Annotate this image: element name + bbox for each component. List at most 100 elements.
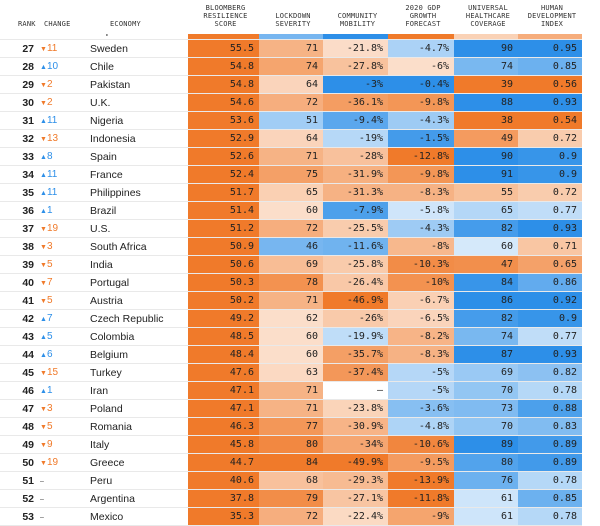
rank-cell: 38 (0, 237, 40, 256)
change-value: 11 (46, 187, 58, 198)
lockdown-cell: 84 (259, 453, 323, 472)
header-rank: RANK (18, 20, 36, 28)
table-row: 50 ▼19 Greece 44.7 84 -49.9% -9.5% 80 0.89 (0, 453, 582, 472)
hdi-cell: 0.88 (518, 399, 582, 418)
change-cell: – (40, 507, 82, 526)
healthcare-cell: 91 (454, 165, 518, 184)
healthcare-cell: 90 (454, 39, 518, 58)
table-header: RANK CHANGE ECONOMY BLOOMBERG RESILIENCE… (0, 0, 600, 34)
healthcare-cell: 74 (454, 327, 518, 346)
change-value: 11 (46, 115, 58, 126)
economy-cell: Pakistan (82, 75, 188, 94)
change-cell: ▼9 (40, 435, 82, 454)
header-hdi: HUMAN DEVELOPMENT INDEX (527, 4, 577, 28)
gdp-cell: -4.7% (388, 39, 454, 58)
healthcare-cell: 76 (454, 471, 518, 490)
table-row: 42 ▲7 Czech Republic 49.2 62 -26% -6.5% 82 0.9 (0, 309, 582, 328)
score-cell: 47.1 (188, 381, 259, 400)
mobility-cell: -25.5% (323, 219, 388, 238)
lockdown-cell: 51 (259, 111, 323, 130)
table-row: 30 ▼2 U.K. 54.6 72 -36.1% -9.8% 88 0.93 (0, 93, 582, 112)
score-cell: 50.6 (188, 255, 259, 274)
healthcare-cell: 47 (454, 255, 518, 274)
rank-cell: 28 (0, 57, 40, 76)
hdi-cell: 0.82 (518, 363, 582, 382)
rank-cell: 45 (0, 363, 40, 382)
lockdown-cell: 80 (259, 435, 323, 454)
score-cell: 55.5 (188, 39, 259, 58)
change-value: 9 (46, 439, 53, 450)
healthcare-cell: 60 (454, 237, 518, 256)
rank-cell: 53 (0, 507, 40, 526)
lockdown-cell: 71 (259, 147, 323, 166)
change-cell: ▼3 (40, 237, 82, 256)
gdp-cell: -5% (388, 381, 454, 400)
lockdown-cell: 64 (259, 129, 323, 148)
gdp-cell: -1.5% (388, 129, 454, 148)
table-row: 38 ▼3 South Africa 50.9 46 -11.6% -8% 60 0.71 (0, 237, 582, 256)
change-cell: ▲7 (40, 309, 82, 328)
arrow-down-icon: ▼ (40, 406, 47, 413)
gdp-cell: -0.4% (388, 75, 454, 94)
table-row: 51– Peru 40.6 68 -29.3% -13.9% 76 0.78 (0, 471, 582, 490)
mobility-cell: -28% (323, 147, 388, 166)
lockdown-cell: 78 (259, 273, 323, 292)
score-cell: 46.3 (188, 417, 259, 436)
economy-cell: Italy (82, 435, 188, 454)
table-row: 46 ▲1 Iran 47.1 71– -5% 70 0.78 (0, 381, 582, 400)
mobility-cell: -21.8% (323, 39, 388, 58)
score-cell: 45.8 (188, 435, 259, 454)
rank-cell: 41 (0, 291, 40, 310)
economy-cell: Colombia (82, 327, 188, 346)
rank-cell: 37 (0, 219, 40, 238)
score-cell: 53.6 (188, 111, 259, 130)
rank-cell: 30 (0, 93, 40, 112)
economy-cell: Nigeria (82, 111, 188, 130)
score-cell: 51.2 (188, 219, 259, 238)
arrow-down-icon: ▼ (40, 460, 47, 467)
change-value: 1 (46, 205, 53, 216)
change-value: 15 (46, 367, 59, 378)
hdi-cell: 0.77 (518, 327, 582, 346)
economy-cell: Peru (82, 471, 188, 490)
table-row: 36 ▲1 Brazil 51.4 60 -7.9% -5.8% 65 0.77 (0, 201, 582, 220)
gdp-cell: -8.3% (388, 345, 454, 364)
economy-cell: Spain (82, 147, 188, 166)
mobility-cell: -37.4% (323, 363, 388, 382)
score-cell: 52.6 (188, 147, 259, 166)
lockdown-cell: 72 (259, 219, 323, 238)
dash-icon: – (40, 514, 44, 521)
rank-cell: 46 (0, 381, 40, 400)
mobility-cell: -3% (323, 75, 388, 94)
hdi-cell: 0.93 (518, 219, 582, 238)
economy-cell: France (82, 165, 188, 184)
hdi-cell: 0.9 (518, 309, 582, 328)
change-cell: ▲1 (40, 201, 82, 220)
lockdown-cell: 72 (259, 93, 323, 112)
economy-cell: Portugal (82, 273, 188, 292)
change-cell: – (40, 489, 82, 508)
mobility-cell: -23.8% (323, 399, 388, 418)
healthcare-cell: 80 (454, 453, 518, 472)
rank-cell: 32 (0, 129, 40, 148)
gdp-cell: -13.9% (388, 471, 454, 490)
rank-cell: 40 (0, 273, 40, 292)
change-cell: ▲6 (40, 345, 82, 364)
gdp-cell: -4.8% (388, 417, 454, 436)
economy-cell: Turkey (82, 363, 188, 382)
arrow-up-icon: ▲ (40, 64, 47, 71)
hdi-cell: 0.78 (518, 507, 582, 526)
score-cell: 52.4 (188, 165, 259, 184)
economy-cell: Iran (82, 381, 188, 400)
hdi-cell: 0.78 (518, 471, 582, 490)
arrow-down-icon: ▼ (40, 136, 47, 143)
arrow-down-icon: ▼ (40, 262, 47, 269)
resilience-table: 26▲13Iraq56.5481.4%-12.1%580.6727▼11Swed… (0, 22, 582, 526)
economy-cell: Mexico (82, 507, 188, 526)
mobility-cell: -31.9% (323, 165, 388, 184)
table-row: 43 ▲5 Colombia 48.5 60 -19.9% -8.2% 74 0.77 (0, 327, 582, 346)
rank-cell: 39 (0, 255, 40, 274)
rank-cell: 34 (0, 165, 40, 184)
hdi-cell: 0.89 (518, 453, 582, 472)
change-value: 3 (46, 241, 53, 252)
